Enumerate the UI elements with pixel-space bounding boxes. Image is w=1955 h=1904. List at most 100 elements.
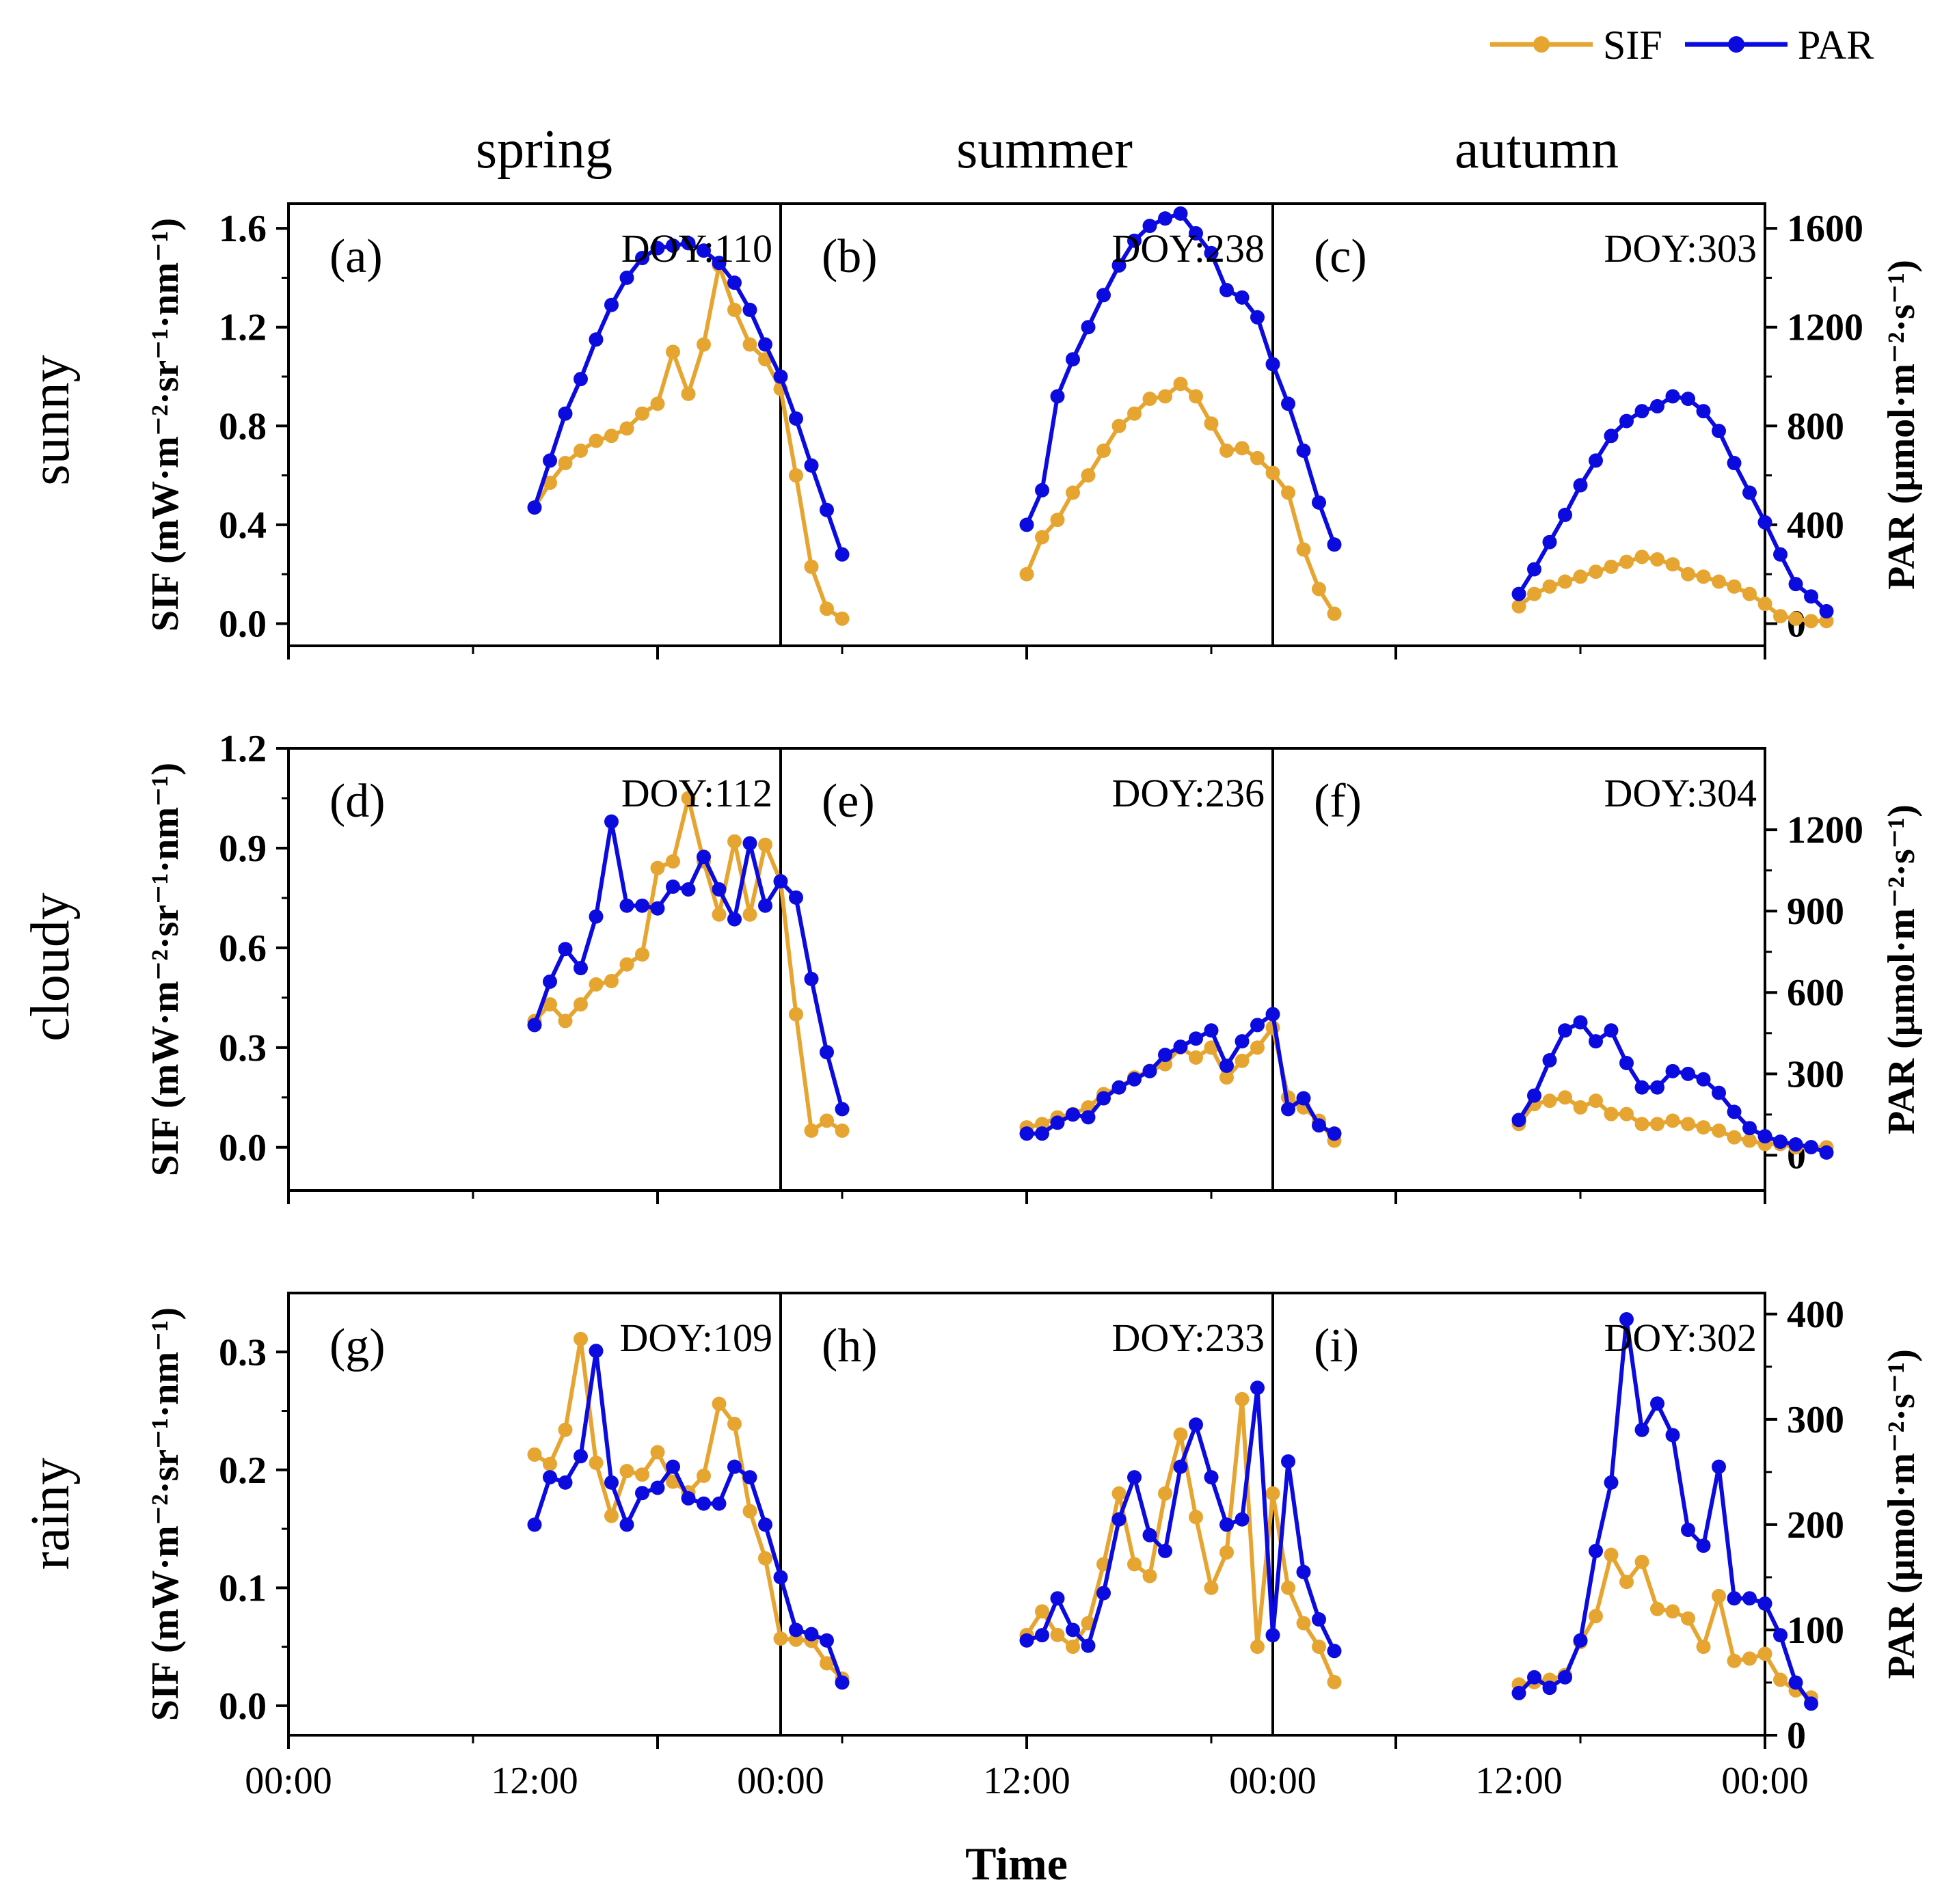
par-point	[1634, 1422, 1649, 1437]
par-point	[1158, 211, 1172, 226]
par-point	[1542, 534, 1557, 549]
par-point	[1066, 1622, 1080, 1637]
sif-point	[1250, 1040, 1265, 1055]
row-label-sunny: sunny	[21, 355, 81, 485]
par-point	[1066, 352, 1080, 367]
par-point	[1312, 495, 1326, 510]
par-point	[1096, 288, 1111, 303]
time-tick-label: 12:00	[491, 1760, 578, 1802]
sif-point	[1804, 614, 1818, 629]
sif-point	[1650, 1117, 1664, 1132]
par-point	[1219, 1517, 1234, 1532]
par-point	[1081, 1110, 1096, 1125]
par-point	[773, 1570, 788, 1585]
sif-tick-label: 0.3	[219, 1027, 267, 1070]
sif-point	[742, 907, 757, 922]
par-point	[1066, 1107, 1080, 1122]
sif-point	[1742, 1133, 1757, 1148]
par-tick-label: 1600	[1787, 208, 1863, 250]
par-point	[1650, 1080, 1664, 1095]
season-labels: spring summer autumn	[476, 120, 1619, 180]
sif-point	[1712, 1588, 1726, 1603]
par-point	[697, 1496, 711, 1511]
par-point	[1604, 1023, 1619, 1038]
panel-label: (c)	[1314, 230, 1367, 283]
sif-point	[1558, 1090, 1572, 1105]
sif-point	[1235, 441, 1250, 456]
par-point	[727, 1459, 742, 1474]
par-point	[1742, 1591, 1757, 1606]
sif-point	[1558, 574, 1572, 589]
time-tick-label: 00:00	[245, 1760, 332, 1802]
par-point	[789, 1622, 803, 1637]
doy-label: DOY:303	[1604, 226, 1757, 271]
sif-point	[1604, 559, 1619, 574]
par-point	[1589, 1034, 1603, 1049]
par-point	[1281, 396, 1295, 411]
sif-point	[1773, 1672, 1788, 1687]
par-point	[1757, 1596, 1772, 1611]
par-point	[1527, 1670, 1541, 1685]
par-point	[835, 547, 850, 562]
legend-sif-marker	[1533, 36, 1550, 53]
par-point	[1219, 1058, 1234, 1073]
time-tick-label: 00:00	[1721, 1760, 1809, 1802]
par-point	[727, 275, 742, 290]
par-point	[1757, 515, 1772, 530]
par-point	[789, 890, 803, 905]
sif-point	[1634, 1117, 1649, 1132]
par-point	[1173, 1459, 1188, 1474]
par-point	[1265, 357, 1280, 372]
sif-point	[1573, 1100, 1588, 1115]
par-point	[1558, 507, 1572, 522]
par-point	[1527, 562, 1541, 577]
sif-point	[1019, 567, 1034, 582]
panel-g: (g) DOY:109	[329, 1316, 850, 1690]
sif-point	[1296, 1616, 1311, 1631]
par-point	[1111, 1080, 1127, 1095]
sif-point	[1589, 1609, 1603, 1624]
sif-point	[1542, 1093, 1557, 1109]
sif-point	[619, 1464, 634, 1479]
par-point	[1189, 1417, 1203, 1432]
doy-label: DOY:238	[1112, 226, 1265, 271]
sif-point	[1235, 1053, 1250, 1068]
sif-tick-label: 0.0	[219, 1685, 267, 1728]
par-point	[1634, 1080, 1649, 1095]
par-point	[1019, 517, 1034, 532]
par-point	[650, 241, 665, 256]
panel-label: (f)	[1314, 775, 1362, 828]
par-point	[1189, 1031, 1203, 1046]
sif-series-line	[532, 263, 844, 621]
row-labels: sunny cloudy rainy	[21, 355, 81, 1570]
par-point	[1665, 1063, 1680, 1078]
sif-point	[1327, 1674, 1342, 1689]
sif-point	[574, 997, 588, 1012]
time-tick-label: 00:00	[1229, 1760, 1317, 1802]
sif-point	[1142, 1568, 1157, 1583]
par-point	[1296, 1091, 1311, 1106]
sif-point	[574, 1331, 588, 1346]
panel-label: (a)	[329, 230, 383, 283]
sif-point	[727, 1417, 742, 1432]
panel-label: (g)	[329, 1320, 386, 1372]
sif-point	[1542, 579, 1557, 594]
sif-point	[619, 421, 634, 436]
par-point	[820, 1633, 834, 1648]
par-point	[1665, 389, 1680, 404]
par-point	[589, 909, 604, 924]
par-point	[574, 961, 588, 976]
par-point	[1127, 1072, 1142, 1087]
par-point	[1619, 413, 1634, 429]
par-axis-title: PAR (μmol·m⁻²·s⁻¹)	[1880, 1349, 1923, 1679]
par-point	[1573, 1015, 1588, 1030]
sif-point	[589, 1455, 604, 1470]
panel-label: (h)	[822, 1320, 878, 1372]
sif-point	[604, 974, 619, 989]
par-point	[558, 1475, 573, 1490]
doy-label: DOY:302	[1604, 1316, 1757, 1360]
sif-point	[1604, 1106, 1619, 1121]
par-point	[1173, 206, 1188, 221]
par-point	[1219, 283, 1234, 298]
